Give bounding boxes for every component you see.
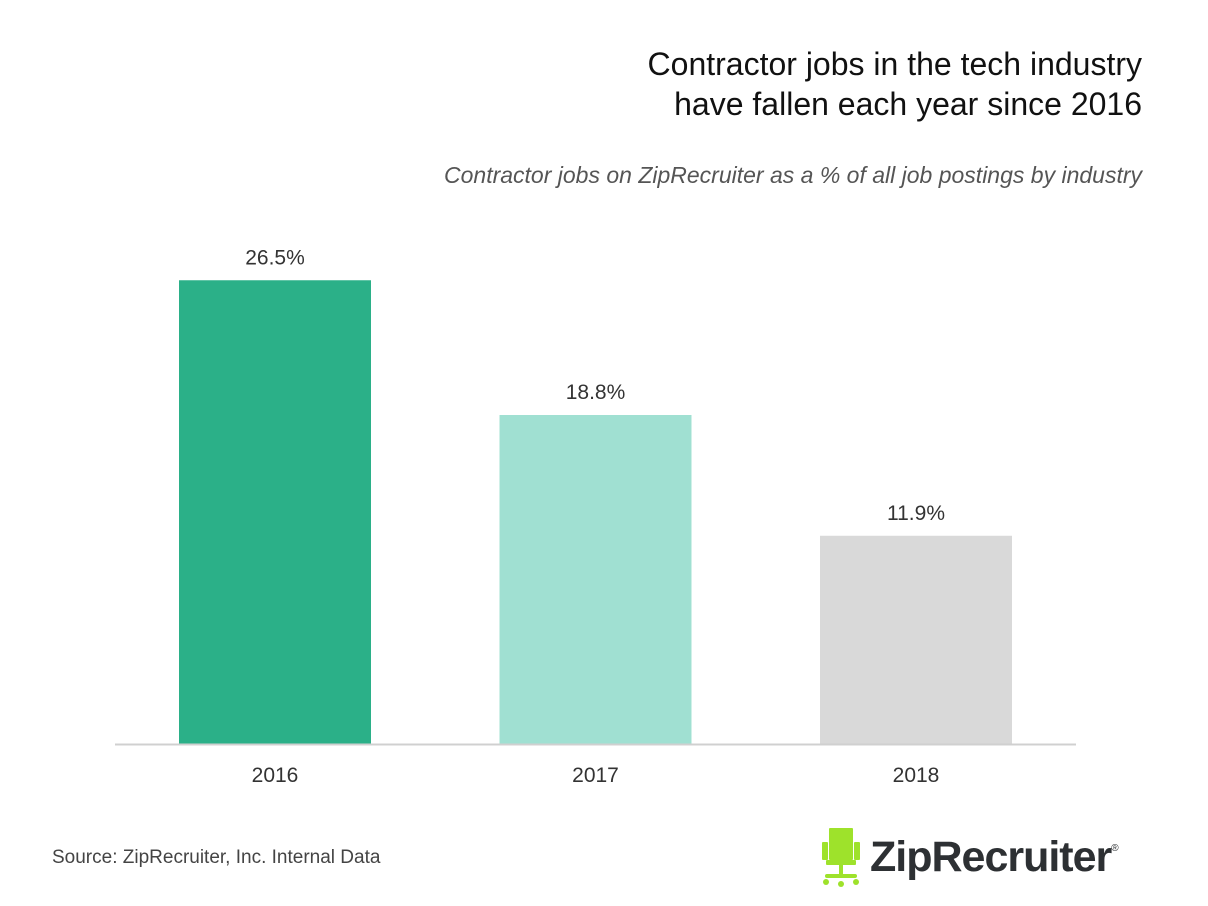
title-line-2: have fallen each year since 2016 <box>674 86 1142 122</box>
data-label: 18.8% <box>566 381 626 404</box>
data-label: 11.9% <box>887 502 945 525</box>
bar-2016 <box>179 280 371 744</box>
logo-text: ZipRecruiter® <box>870 832 1119 881</box>
bar-2017 <box>499 415 692 744</box>
bar-2018 <box>820 535 1012 744</box>
title-line-1: Contractor jobs in the tech industry <box>647 46 1142 82</box>
x-tick-label: 2016 <box>252 764 299 787</box>
source-note: Source: ZipRecruiter, Inc. Internal Data <box>52 847 381 868</box>
ziprecruiter-logo: ZipRecruiter® <box>820 826 1119 888</box>
data-label: 26.5% <box>245 246 305 269</box>
chart-title: Contractor jobs in the tech industry hav… <box>648 44 1142 124</box>
x-tick-label: 2017 <box>572 764 619 787</box>
chair-icon <box>822 828 860 887</box>
chart-subtitle: Contractor jobs on ZipRecruiter as a % o… <box>444 162 1142 188</box>
x-tick-label: 2018 <box>893 764 940 787</box>
